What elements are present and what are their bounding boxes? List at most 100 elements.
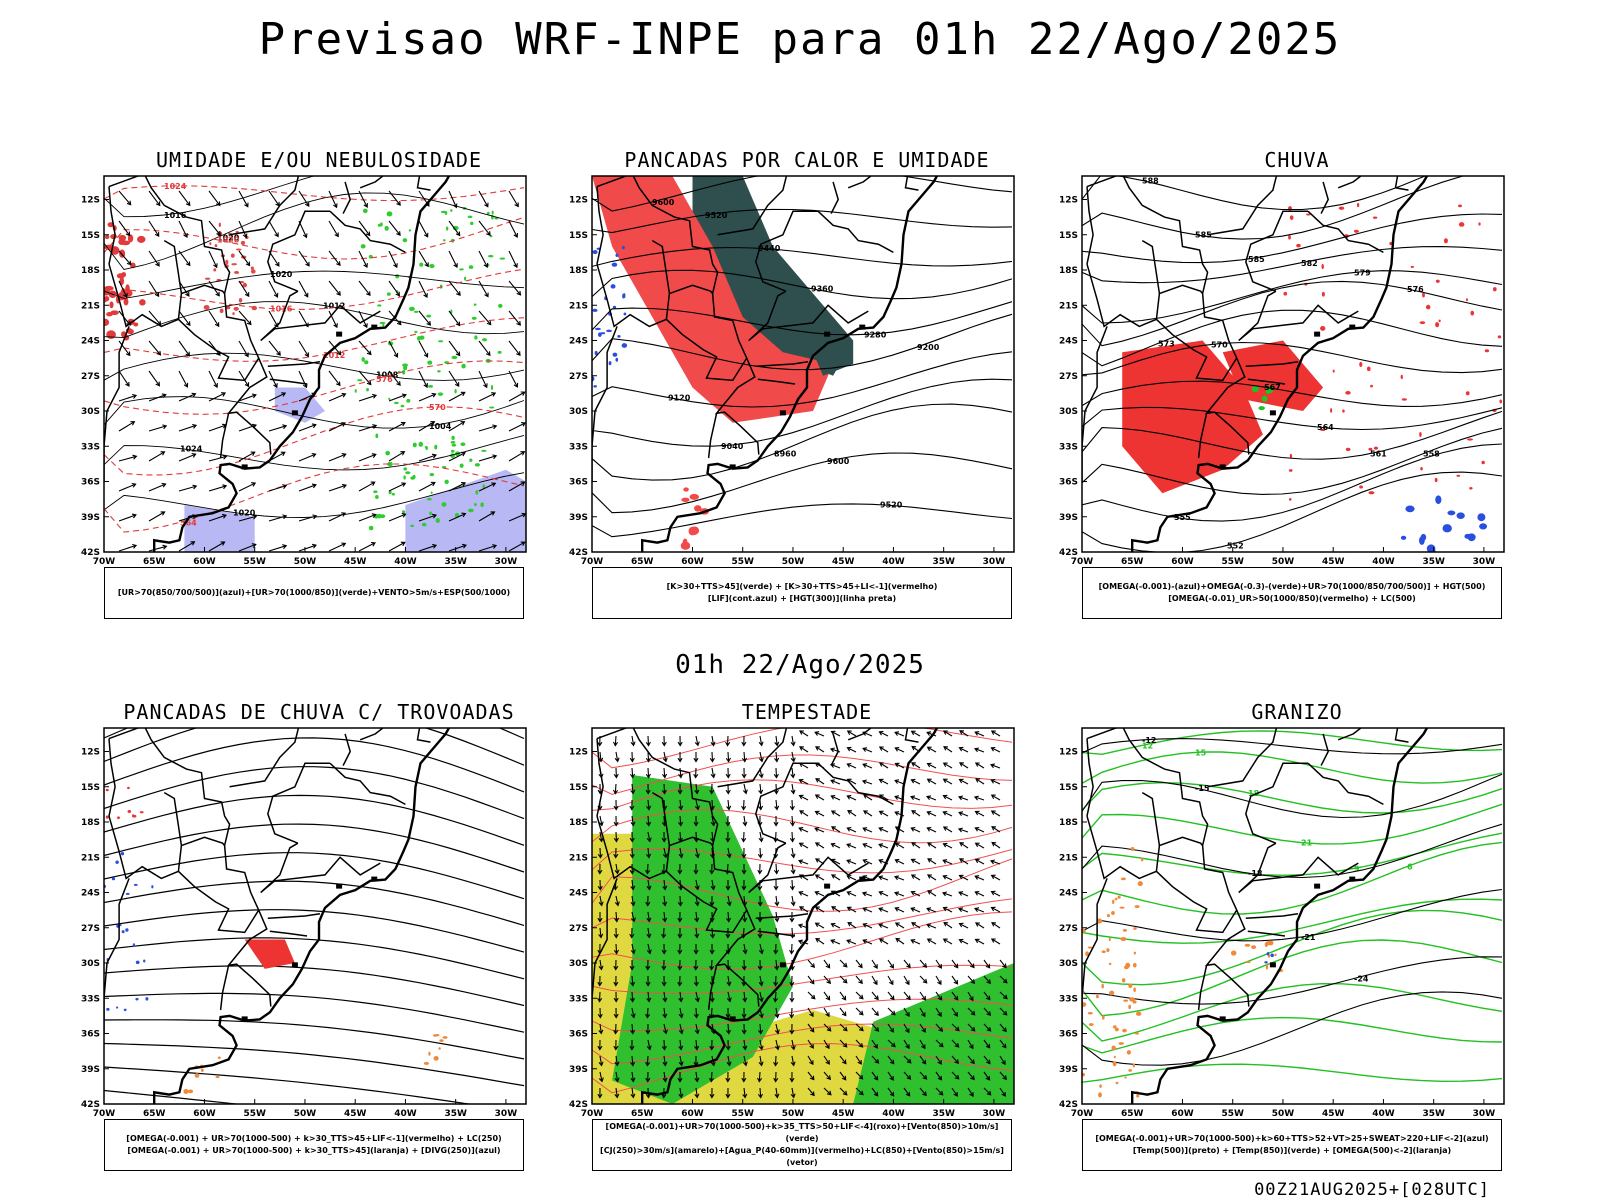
hgt300-contour [592,452,1013,514]
contour-label: 579 [1354,268,1371,277]
wind850-vector [990,906,1001,913]
wind850-green-area [853,963,1014,1104]
wind850-vector [758,1023,764,1035]
border-line [342,181,352,214]
lif-blue-contour [612,352,618,357]
wind850-vector [951,1039,960,1048]
precip-red-cell [127,234,134,243]
rain-red-area [1306,213,1311,216]
contour-label: 561 [1370,450,1387,459]
omega-blue-area [1442,524,1452,533]
wind850-vector [958,891,969,897]
wind850-vector [798,746,809,753]
wind850-vector [823,1071,832,1081]
temp500-contour [1082,773,1503,819]
wind850-vector [645,1055,651,1067]
wind-vector [448,451,466,462]
hgt500-contour [1082,471,1503,552]
rain-red-area [1400,374,1403,380]
wind850-vector [958,762,969,769]
streamline [104,965,525,1007]
wind850-vector [894,922,905,929]
wind850-vector [974,826,985,833]
wind850-vector [646,991,652,1003]
city-marker [1219,1016,1226,1022]
wind-vector [118,220,131,237]
wind-vector [448,310,461,327]
contour-label: 570 [1211,340,1228,349]
wind850-vector [926,746,937,753]
storm-orange-cell [215,1075,220,1079]
storm-orange-cell [183,1088,189,1094]
divg-blue-cell [106,1007,110,1011]
wind850-vector [741,735,747,747]
contour-label: 1020 [233,508,256,517]
thickness-red [242,282,248,288]
hgt500-contour [1082,443,1503,522]
wind850-vector [646,1039,652,1051]
wind850-vector [614,895,620,907]
border-line [707,413,718,459]
rain-red-area [1465,298,1468,302]
x-tick-label: 70W [1071,1109,1094,1119]
map-panel: CHUVA 588 585 585 582 579 576 573 570 567 564 561 55… [1059,148,1512,648]
thickness-red [204,277,211,280]
humidity-green-contour [357,379,363,382]
wind850-vector [990,794,1001,801]
y-tick-label: 12S [81,748,100,758]
wind850-vector [662,991,668,1003]
wind-vector [388,512,407,522]
wind850-vector [614,1055,620,1067]
y-tick-label: 12S [569,196,588,206]
humidity-green-contour [385,450,390,456]
storm-red-area [127,810,132,813]
city-marker [241,1016,248,1022]
wind850-vector [894,747,905,753]
panel-title: CHUVA [1264,148,1330,172]
wind850-vector [983,1055,991,1065]
omega-orange-cell [1124,1076,1127,1079]
border-line [219,965,230,1011]
rain-red-area [1288,234,1291,240]
isobar [104,352,525,381]
wind850-vector [741,959,747,971]
y-tick-label: 21S [1059,853,1078,863]
y-tick-label: 12S [81,196,100,206]
wind850-vector [983,1007,992,1017]
wind850-vector [974,842,985,849]
wind850-vector [629,959,635,971]
wind850-vector [774,1007,780,1019]
wind850-vector [726,975,732,987]
border-line [1086,176,1209,328]
x-tick-label: 65W [1121,1109,1144,1119]
rain-red-area [1288,497,1292,501]
thickness-red [235,230,239,234]
border-line [757,930,796,937]
humidity-green-contour [434,444,438,450]
wind-vector [388,421,406,432]
wind850-vector [790,783,796,795]
hgt300-contour [592,503,1013,538]
humidity-green-contour [488,254,494,258]
wind850-vector [726,1055,732,1067]
wind-vector [208,310,220,328]
wind850-vector [871,991,879,1001]
wind-vector [388,393,407,402]
coastline [153,176,451,552]
humidity-green-contour [366,388,369,392]
temp850-contour [1082,898,1503,944]
hgt300-contour [592,176,1013,212]
border-line [596,186,604,265]
rain-red-area [1497,335,1502,339]
wind850-vector [725,751,731,763]
wind850-vector [814,794,825,801]
border-line [1238,290,1359,342]
wind850-vector [991,826,1001,833]
wind850-vector [942,794,953,801]
y-tick-label: 24S [569,889,588,899]
omega-orange-cell [1111,911,1115,915]
omega-orange-cell [1115,1081,1119,1085]
x-tick-label: 30W [983,1109,1006,1119]
border-line [104,878,130,1036]
thickness-red [225,305,231,310]
